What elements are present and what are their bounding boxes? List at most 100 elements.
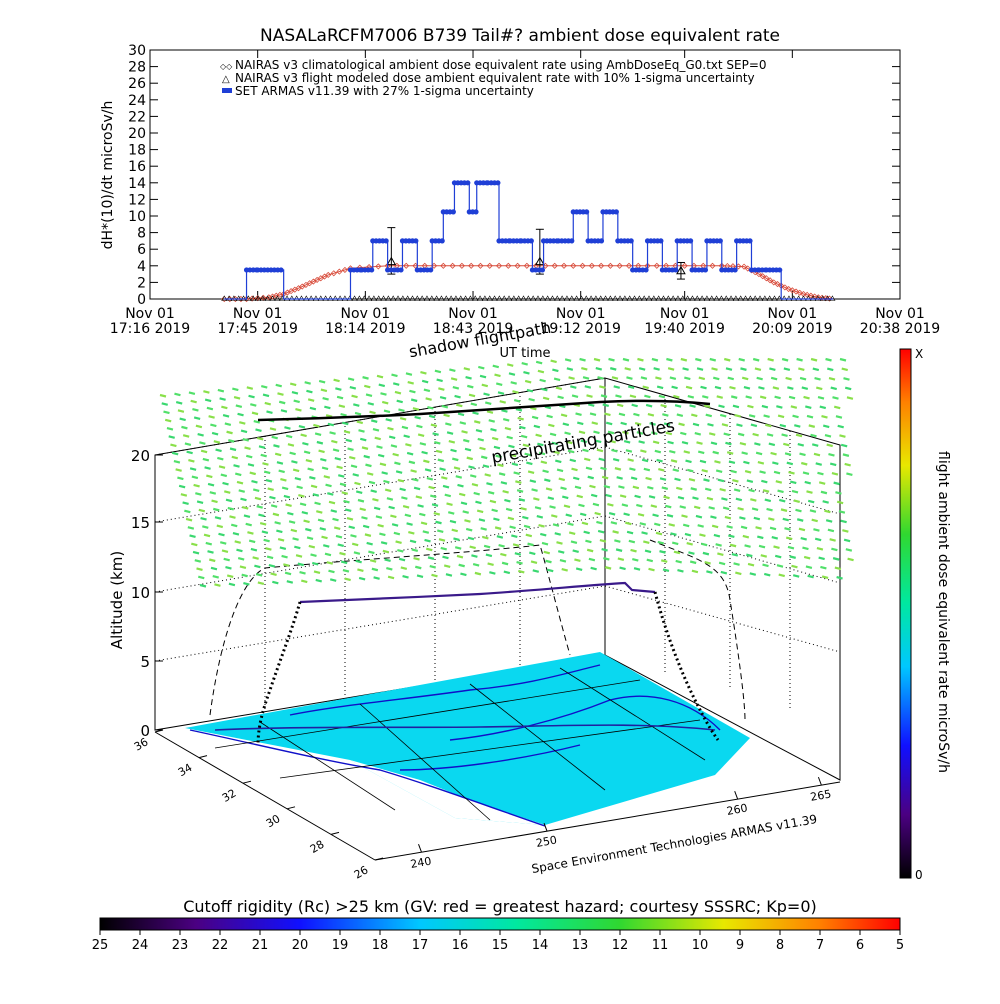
particle-mark bbox=[521, 362, 528, 366]
modeled-point bbox=[438, 295, 445, 301]
particle-mark bbox=[354, 481, 361, 486]
particle-mark bbox=[411, 548, 419, 552]
particle-mark bbox=[269, 427, 277, 431]
particle-mark bbox=[373, 506, 381, 511]
particle-mark bbox=[372, 427, 380, 432]
particle-mark bbox=[225, 566, 232, 570]
particle-mark bbox=[197, 432, 204, 437]
particle-mark bbox=[575, 412, 582, 417]
legend-entry-modeled: NAIRAS v3 flight modeled dose ambient eq… bbox=[235, 71, 755, 85]
particle-mark bbox=[396, 399, 403, 404]
particle-mark bbox=[477, 437, 485, 442]
particle-mark bbox=[627, 458, 634, 462]
modeled-point bbox=[510, 295, 517, 301]
particle-mark bbox=[291, 460, 298, 464]
particle-mark bbox=[551, 514, 558, 518]
particle-mark bbox=[173, 460, 181, 464]
climatological-point bbox=[607, 262, 614, 269]
particle-mark bbox=[510, 381, 517, 385]
particle-mark bbox=[822, 424, 830, 429]
particle-mark bbox=[675, 559, 682, 564]
latitude-tick bbox=[154, 729, 164, 733]
particle-mark bbox=[662, 568, 670, 572]
modeled-point bbox=[385, 295, 392, 301]
particle-mark bbox=[684, 376, 691, 381]
particle-mark bbox=[380, 392, 387, 396]
modeled-point bbox=[221, 295, 228, 301]
particle-mark bbox=[236, 480, 244, 485]
particle-mark bbox=[465, 375, 472, 380]
particle-mark bbox=[624, 367, 631, 371]
particle-mark bbox=[710, 441, 718, 446]
particle-mark bbox=[772, 386, 780, 390]
particle-mark bbox=[745, 395, 752, 400]
particle-mark bbox=[749, 572, 757, 576]
error-bar-marker bbox=[386, 256, 397, 266]
particle-mark bbox=[816, 547, 824, 551]
particle-mark bbox=[381, 400, 389, 405]
modeled-point bbox=[399, 295, 406, 301]
latitude-tick-label: 36 bbox=[132, 735, 151, 753]
particle-mark bbox=[686, 542, 693, 546]
particle-mark bbox=[328, 569, 335, 574]
particle-mark bbox=[656, 385, 664, 390]
particle-mark bbox=[168, 435, 175, 439]
particle-mark bbox=[243, 514, 251, 519]
particle-mark bbox=[210, 566, 218, 571]
modeled-point bbox=[240, 295, 247, 301]
y-tick-label: 20 bbox=[128, 126, 146, 142]
particle-mark bbox=[708, 506, 715, 510]
particle-mark bbox=[783, 442, 790, 447]
particle-mark bbox=[190, 399, 197, 404]
particle-mark bbox=[755, 451, 763, 456]
particle-mark bbox=[248, 394, 255, 399]
particle-mark bbox=[586, 548, 594, 553]
particle-mark bbox=[436, 529, 444, 534]
particle-mark bbox=[683, 450, 691, 454]
particle-mark bbox=[801, 386, 809, 391]
particle-mark bbox=[554, 532, 562, 536]
precipitating-particles-field bbox=[159, 357, 854, 588]
particle-mark bbox=[384, 558, 391, 563]
particle-mark bbox=[725, 367, 733, 371]
armas-point bbox=[428, 267, 434, 273]
particle-mark bbox=[294, 477, 302, 481]
particle-mark bbox=[247, 463, 255, 467]
particle-mark bbox=[423, 459, 430, 464]
particle-mark bbox=[261, 384, 268, 389]
particle-mark bbox=[567, 522, 574, 527]
particle-mark bbox=[640, 449, 647, 454]
colorbar-top-label: X bbox=[915, 347, 923, 361]
particle-mark bbox=[437, 458, 445, 463]
x-tick-label-date: Nov 01 bbox=[341, 306, 391, 322]
particle-mark bbox=[297, 562, 305, 567]
particle-mark bbox=[235, 404, 243, 408]
x-tick-label-date: Nov 01 bbox=[125, 306, 175, 322]
particle-mark bbox=[303, 519, 310, 524]
particle-mark bbox=[825, 519, 833, 523]
particle-mark bbox=[735, 497, 743, 502]
particle-mark bbox=[450, 448, 457, 453]
particle-mark bbox=[231, 455, 239, 460]
particle-mark bbox=[224, 490, 231, 494]
modeled-point bbox=[317, 295, 324, 301]
modeled-point bbox=[366, 295, 373, 301]
particle-mark bbox=[714, 385, 722, 390]
particle-mark bbox=[570, 540, 578, 545]
particle-mark bbox=[561, 495, 569, 500]
particle-mark bbox=[336, 395, 344, 400]
particle-mark bbox=[661, 486, 669, 491]
particle-mark bbox=[792, 574, 800, 578]
particle-mark bbox=[494, 526, 502, 530]
particle-mark bbox=[610, 521, 618, 525]
particle-mark bbox=[417, 433, 425, 437]
particle-mark bbox=[217, 388, 225, 393]
ground-track bbox=[214, 724, 716, 731]
particle-mark bbox=[828, 377, 836, 381]
longitude-tick bbox=[734, 790, 739, 800]
armas-point bbox=[628, 238, 634, 244]
particle-mark bbox=[531, 415, 539, 420]
particle-mark bbox=[275, 383, 283, 388]
particle-mark bbox=[303, 450, 311, 455]
particle-mark bbox=[391, 523, 399, 527]
